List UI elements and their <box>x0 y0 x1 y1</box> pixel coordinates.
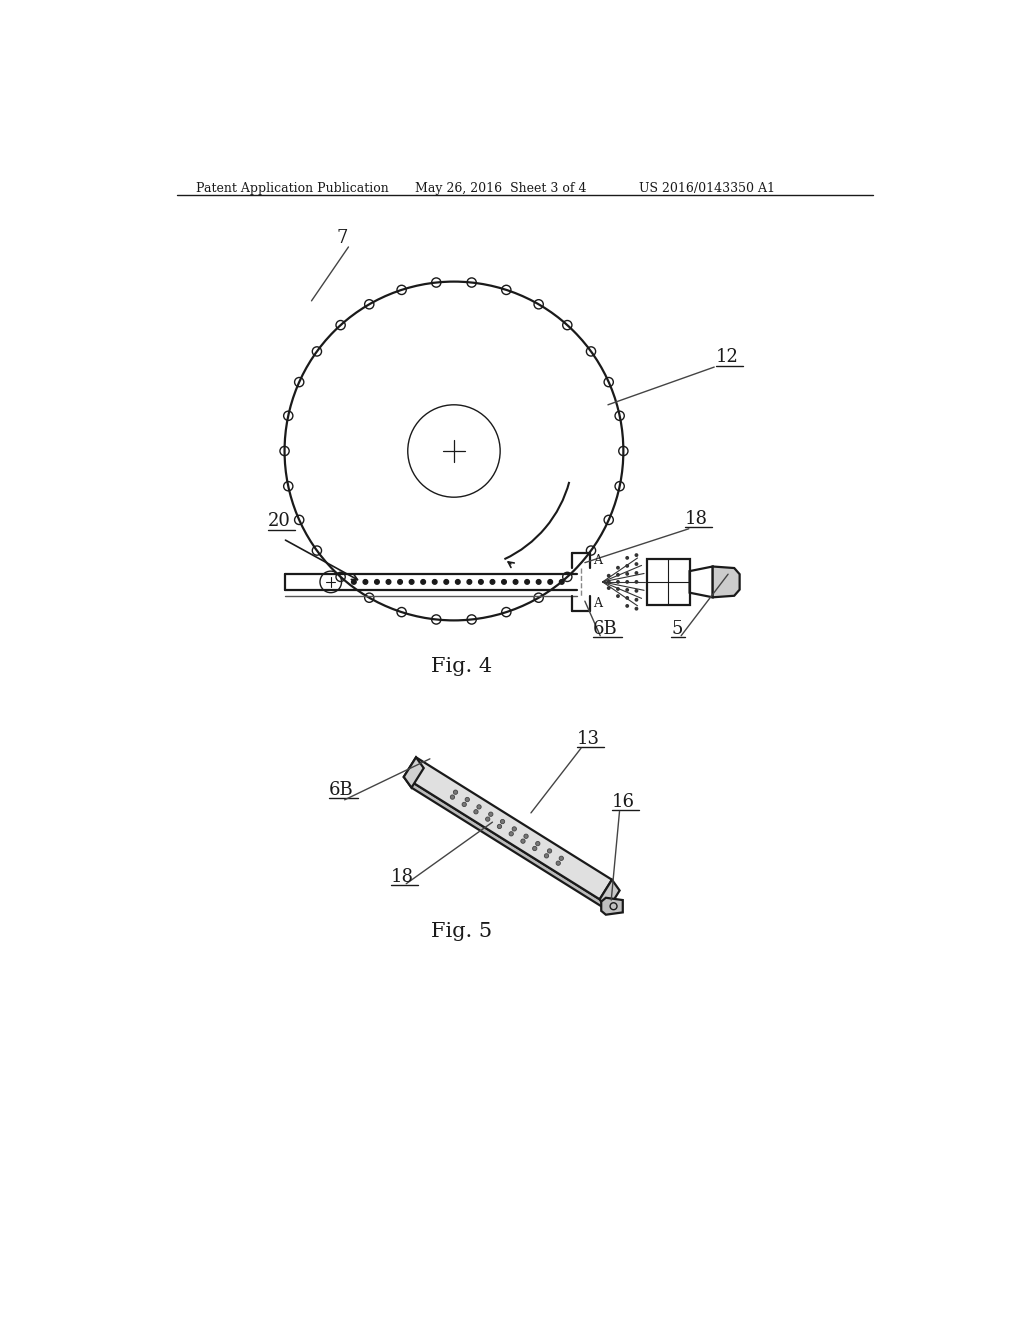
Circle shape <box>509 832 513 836</box>
Circle shape <box>545 854 549 858</box>
Circle shape <box>616 566 620 570</box>
Circle shape <box>465 797 469 801</box>
Circle shape <box>616 573 620 577</box>
Circle shape <box>364 579 368 585</box>
Text: Fig. 4: Fig. 4 <box>431 657 493 676</box>
Text: 6B: 6B <box>593 620 617 639</box>
Text: A: A <box>593 554 602 566</box>
Circle shape <box>462 803 466 807</box>
Circle shape <box>490 579 495 585</box>
Polygon shape <box>403 758 424 788</box>
Circle shape <box>536 841 540 846</box>
Circle shape <box>626 564 629 568</box>
Circle shape <box>410 579 414 585</box>
Polygon shape <box>601 898 623 915</box>
Circle shape <box>532 846 537 850</box>
Circle shape <box>635 607 638 611</box>
Circle shape <box>556 861 560 866</box>
Circle shape <box>607 586 610 590</box>
Circle shape <box>456 579 460 585</box>
Circle shape <box>501 820 505 824</box>
Circle shape <box>626 572 629 576</box>
Circle shape <box>548 849 552 853</box>
Circle shape <box>525 579 529 585</box>
Circle shape <box>451 795 455 799</box>
Polygon shape <box>713 566 739 598</box>
Circle shape <box>421 579 425 585</box>
Circle shape <box>477 805 481 809</box>
Circle shape <box>485 817 489 821</box>
Circle shape <box>478 579 483 585</box>
Circle shape <box>626 556 629 560</box>
Circle shape <box>375 579 379 585</box>
Text: US 2016/0143350 A1: US 2016/0143350 A1 <box>639 182 775 194</box>
Circle shape <box>607 574 610 578</box>
Text: Patent Application Publication: Patent Application Publication <box>196 182 389 194</box>
Circle shape <box>626 597 629 599</box>
Text: 18: 18 <box>391 869 414 886</box>
Circle shape <box>512 826 516 832</box>
Bar <box>647 558 689 605</box>
Circle shape <box>498 824 502 829</box>
Polygon shape <box>600 879 620 909</box>
Text: 20: 20 <box>267 512 291 531</box>
Circle shape <box>635 572 638 576</box>
Text: 6B: 6B <box>330 781 354 799</box>
Text: 7: 7 <box>337 230 348 247</box>
Circle shape <box>524 834 528 838</box>
Circle shape <box>616 594 620 598</box>
Circle shape <box>616 587 620 591</box>
Circle shape <box>467 579 472 585</box>
Polygon shape <box>403 777 607 909</box>
Circle shape <box>537 579 541 585</box>
Circle shape <box>626 579 629 583</box>
Circle shape <box>626 587 629 591</box>
Text: 18: 18 <box>685 510 708 528</box>
Circle shape <box>432 579 437 585</box>
Text: May 26, 2016  Sheet 3 of 4: May 26, 2016 Sheet 3 of 4 <box>416 182 587 194</box>
Circle shape <box>502 579 506 585</box>
Circle shape <box>635 598 638 602</box>
Circle shape <box>454 791 458 795</box>
Circle shape <box>635 553 638 557</box>
Circle shape <box>626 605 629 607</box>
Circle shape <box>397 579 402 585</box>
Text: 16: 16 <box>611 793 635 810</box>
Circle shape <box>616 579 620 583</box>
Circle shape <box>474 809 478 814</box>
Circle shape <box>548 579 553 585</box>
Circle shape <box>635 589 638 593</box>
Circle shape <box>559 857 563 861</box>
Circle shape <box>635 562 638 566</box>
Text: 12: 12 <box>716 348 738 367</box>
Text: 5: 5 <box>671 620 682 639</box>
Circle shape <box>521 840 525 843</box>
Circle shape <box>386 579 391 585</box>
Circle shape <box>559 579 564 585</box>
Circle shape <box>607 579 610 583</box>
Text: 13: 13 <box>578 730 600 747</box>
Text: Fig. 5: Fig. 5 <box>431 923 493 941</box>
Polygon shape <box>403 758 612 899</box>
Circle shape <box>488 812 493 816</box>
Circle shape <box>513 579 518 585</box>
Circle shape <box>444 579 449 585</box>
Circle shape <box>635 579 638 583</box>
Text: A: A <box>593 597 602 610</box>
Circle shape <box>351 579 356 585</box>
